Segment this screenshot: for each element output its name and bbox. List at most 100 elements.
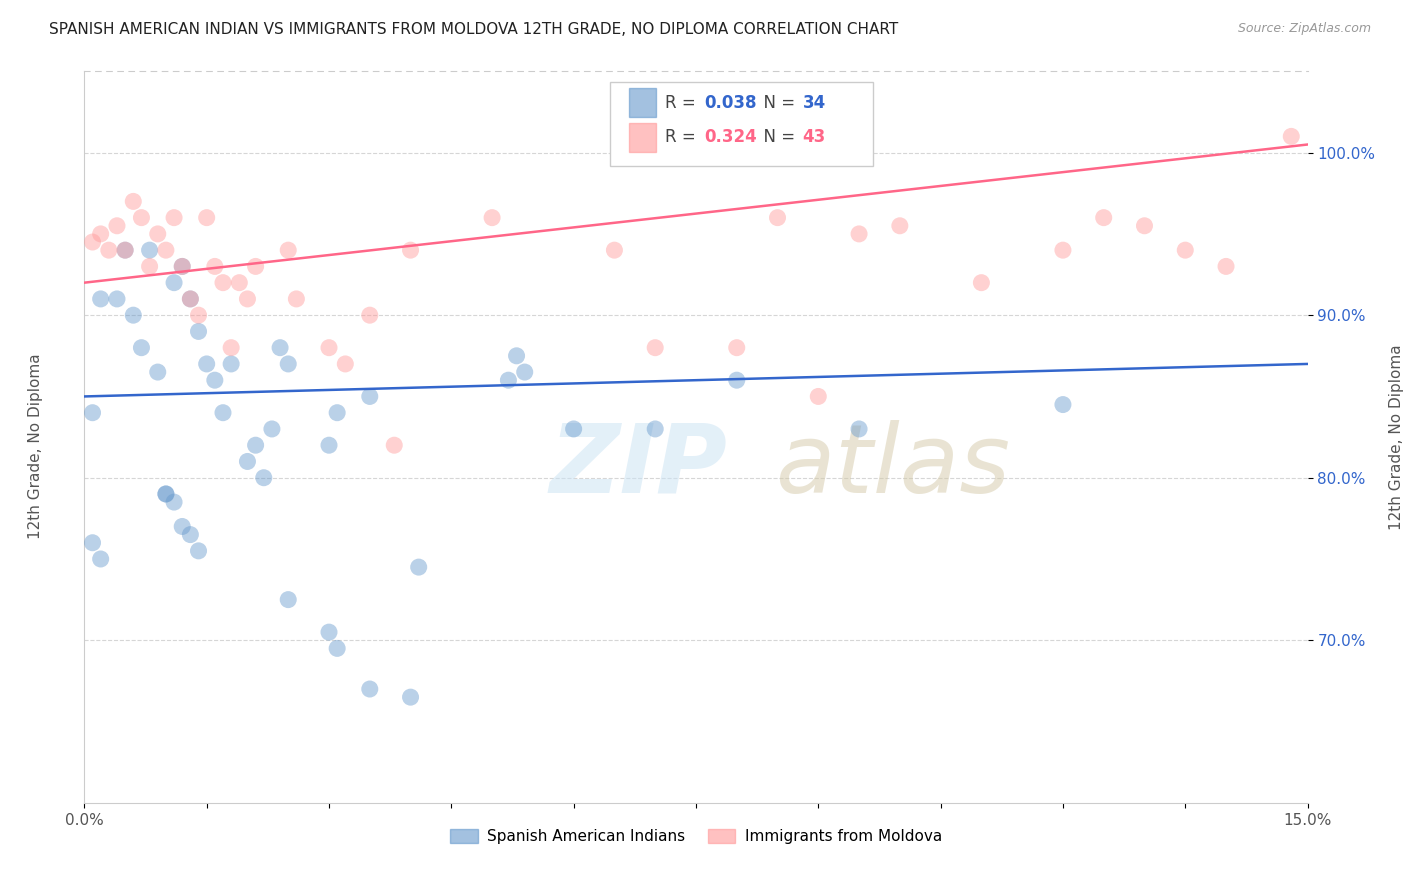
Point	[245, 438, 267, 452]
Point	[399, 243, 422, 257]
Point	[187, 325, 209, 339]
Text: 12th Grade, No Diploma: 12th Grade, No Diploma	[28, 353, 42, 539]
Point	[155, 487, 177, 501]
Point	[90, 227, 112, 241]
Point	[644, 341, 666, 355]
Point	[146, 227, 169, 241]
Point	[131, 211, 153, 225]
Point	[260, 422, 283, 436]
Point	[1215, 260, 1237, 274]
Point	[155, 243, 177, 257]
Text: 43: 43	[803, 128, 825, 146]
Point	[219, 357, 242, 371]
Point	[105, 292, 128, 306]
Text: SPANISH AMERICAN INDIAN VS IMMIGRANTS FROM MOLDOVA 12TH GRADE, NO DIPLOMA CORREL: SPANISH AMERICAN INDIAN VS IMMIGRANTS FR…	[49, 22, 898, 37]
Point	[90, 552, 112, 566]
Point	[172, 260, 194, 274]
Point	[481, 211, 503, 225]
Point	[179, 292, 201, 306]
Point	[204, 373, 226, 387]
Point	[219, 341, 242, 355]
Point	[163, 495, 186, 509]
FancyBboxPatch shape	[610, 82, 873, 167]
Point	[195, 357, 218, 371]
Point	[359, 308, 381, 322]
Point	[212, 406, 235, 420]
Point	[318, 625, 340, 640]
Y-axis label: 12th Grade, No Diploma: 12th Grade, No Diploma	[1389, 344, 1405, 530]
Text: R =: R =	[665, 94, 702, 112]
Point	[269, 341, 291, 355]
Point	[97, 243, 120, 257]
Point	[114, 243, 136, 257]
Point	[725, 373, 748, 387]
Point	[277, 592, 299, 607]
Point	[90, 292, 112, 306]
Point	[318, 341, 340, 355]
Bar	[628, 122, 655, 152]
Point	[807, 389, 830, 403]
Point	[359, 389, 381, 403]
Point	[236, 454, 259, 468]
Point	[513, 365, 536, 379]
Point	[172, 519, 194, 533]
Point	[105, 219, 128, 233]
Point	[848, 227, 870, 241]
Point	[382, 438, 405, 452]
Point	[204, 260, 226, 274]
Point	[359, 681, 381, 696]
Point	[725, 341, 748, 355]
Point	[138, 260, 160, 274]
Point	[603, 243, 626, 257]
Point	[335, 357, 357, 371]
Point	[277, 357, 299, 371]
Point	[138, 243, 160, 257]
Point	[1174, 243, 1197, 257]
Point	[408, 560, 430, 574]
Point	[326, 406, 349, 420]
Point	[163, 276, 186, 290]
Point	[970, 276, 993, 290]
Point	[766, 211, 789, 225]
Point	[179, 527, 201, 541]
Text: N =: N =	[754, 128, 801, 146]
Point	[318, 438, 340, 452]
Text: R =: R =	[665, 128, 702, 146]
Point	[1092, 211, 1115, 225]
Point	[155, 487, 177, 501]
Point	[131, 341, 153, 355]
Point	[163, 211, 186, 225]
Point	[285, 292, 308, 306]
Point	[848, 422, 870, 436]
Point	[228, 276, 250, 290]
Point	[1052, 398, 1074, 412]
Point	[399, 690, 422, 705]
Text: 0.324: 0.324	[704, 128, 758, 146]
Point	[1133, 219, 1156, 233]
Point	[82, 235, 104, 249]
Point	[122, 194, 145, 209]
Point	[82, 406, 104, 420]
Text: ZIP: ZIP	[550, 420, 727, 513]
Point	[187, 308, 209, 322]
Point	[179, 292, 201, 306]
Text: Source: ZipAtlas.com: Source: ZipAtlas.com	[1237, 22, 1371, 36]
Point	[236, 292, 259, 306]
Point	[122, 308, 145, 322]
Point	[498, 373, 520, 387]
Bar	[628, 88, 655, 118]
Point	[172, 260, 194, 274]
Point	[505, 349, 527, 363]
Text: N =: N =	[754, 94, 801, 112]
Point	[644, 422, 666, 436]
Point	[82, 535, 104, 549]
Point	[562, 422, 585, 436]
Point	[195, 211, 218, 225]
Legend: Spanish American Indians, Immigrants from Moldova: Spanish American Indians, Immigrants fro…	[444, 822, 948, 850]
Point	[114, 243, 136, 257]
Point	[245, 260, 267, 274]
Text: 0.038: 0.038	[704, 94, 756, 112]
Point	[212, 276, 235, 290]
Point	[253, 471, 276, 485]
Point	[326, 641, 349, 656]
